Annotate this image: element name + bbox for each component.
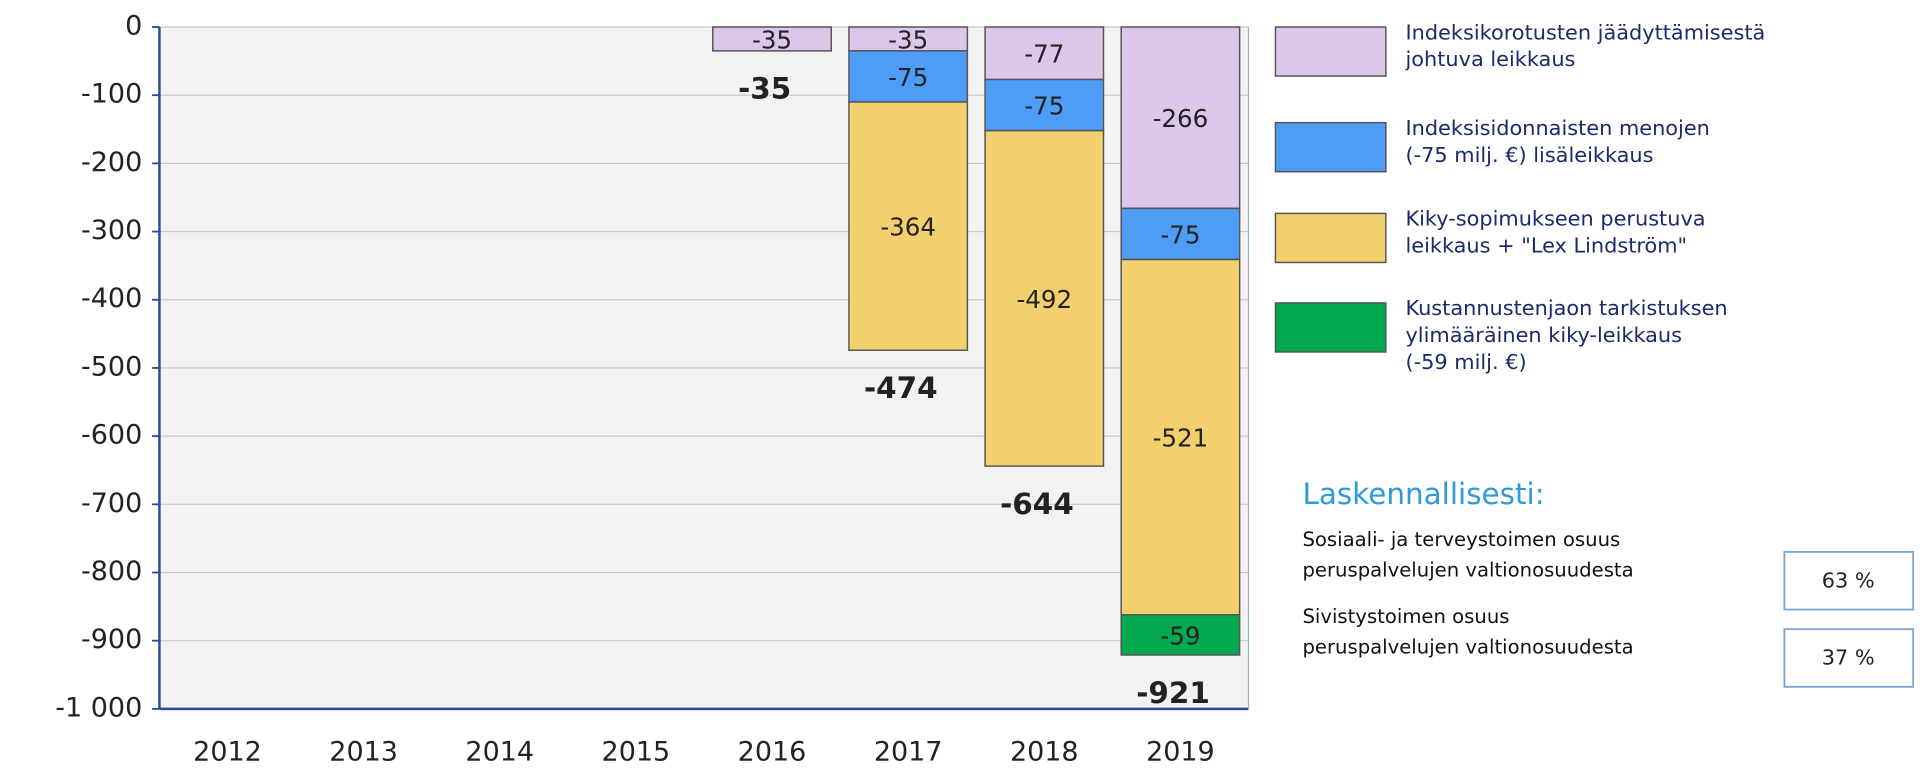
legend-swatch [1274,26,1387,77]
legend-label: Kiky-sopimukseen perustuva leikkaus + "L… [1405,207,1706,259]
panel-row-label-box: Sivistystoimen osuus peruspalvelujen val… [1302,602,1780,663]
panel-row-label: Sivistystoimen osuus peruspalvelujen val… [1302,602,1780,663]
y-tick-label: -600 [81,420,142,451]
legend-swatch [1274,121,1387,173]
y-tick-label: -400 [81,283,142,314]
bar-segment [1120,26,1241,210]
panel-value-box [1783,628,1915,688]
legend-label: Indeksisidonnaisten menojen (-75 milj. €… [1405,116,1710,169]
data-label: -75 [1024,92,1064,121]
bar-segment [712,26,832,52]
x-tick-label: 2012 [193,737,262,768]
legend-label: Indeksikorotusten jäädyttämisestä johtuv… [1405,20,1766,73]
bar-segment [1120,258,1241,616]
panel-value: 63 % [1822,568,1875,592]
bar-segment [984,78,1105,132]
panel-title: Laskennallisesti: [1302,476,1670,514]
legend-entry-box: Kustannustenjaon tarkistuksen ylimääräin… [1405,296,1920,377]
total-label: -474 [864,371,938,405]
bar-segment [848,101,969,351]
total-label: -921 [1136,676,1210,710]
y-tick-label: -1 000 [55,692,142,723]
x-tick-label: 2018 [1010,737,1079,768]
legend-swatch [1274,302,1387,353]
legend-entry: Indeksisidonnaisten menojen (-75 milj. €… [1405,115,1920,169]
x-tick-label: 2015 [602,737,671,768]
y-tick-label: -800 [81,556,142,587]
bar-segment [984,129,1105,467]
x-tick-label: 2013 [329,737,398,768]
y-tick-label: -500 [81,351,142,382]
data-label: -266 [1153,104,1209,133]
legend-entry-box: Indeksisidonnaisten menojen (-75 milj. €… [1405,115,1920,169]
y-tick-label: 0 [125,11,142,42]
data-label: -492 [1016,285,1072,314]
panel-value-box [1783,550,1915,611]
bar-segment [848,50,969,103]
y-tick-label: -200 [81,147,142,178]
y-tick-label: -700 [81,488,142,519]
panel-row-label: Sosiaali- ja terveystoimen osuus peruspa… [1302,525,1780,586]
panel-row-text: Sosiaali- ja terveystoimen osuus peruspa… [1302,527,1634,582]
total-label: -35 [738,72,791,106]
y-tick-label: -900 [81,624,142,655]
data-label: -35 [888,25,928,54]
panel-row-text: Sivistystoimen osuus peruspalvelujen val… [1302,604,1634,659]
data-label: -59 [1160,621,1200,650]
panel-title-text: Laskennallisesti: [1302,477,1545,512]
panel-value: 37 % [1822,646,1875,670]
data-label: -364 [880,213,936,242]
data-label: -77 [1024,40,1064,69]
panel-title-box: Laskennallisesti: [1302,476,1670,514]
data-label: -35 [752,25,792,54]
data-label: -521 [1153,424,1209,453]
x-tick-label: 2014 [465,737,534,768]
x-tick-label: 2016 [738,737,807,768]
data-label: -75 [1160,220,1200,249]
y-tick-label: -300 [81,215,142,246]
y-tick-label: -100 [81,79,142,110]
legend-entry-box: Kiky-sopimukseen perustuva leikkaus + "L… [1405,206,1920,260]
legend-entry-box: Indeksikorotusten jäädyttämisestä johtuv… [1405,20,1920,74]
legend-entry: Kustannustenjaon tarkistuksen ylimääräin… [1405,296,1920,377]
data-label: -75 [888,63,928,92]
bar-segment [1120,614,1241,656]
legend-swatch [1274,212,1387,264]
legend-entry: Indeksikorotusten jäädyttämisestä johtuv… [1405,20,1920,74]
x-tick-label: 2019 [1146,737,1215,768]
x-tick-label: 2017 [874,737,943,768]
legend-entry: Kiky-sopimukseen perustuva leikkaus + "L… [1405,206,1920,260]
panel-row-label-box: Sosiaali- ja terveystoimen osuus peruspa… [1302,525,1780,586]
legend-label: Kustannustenjaon tarkistuksen ylimääräin… [1405,296,1728,376]
total-label: -644 [1000,487,1074,521]
